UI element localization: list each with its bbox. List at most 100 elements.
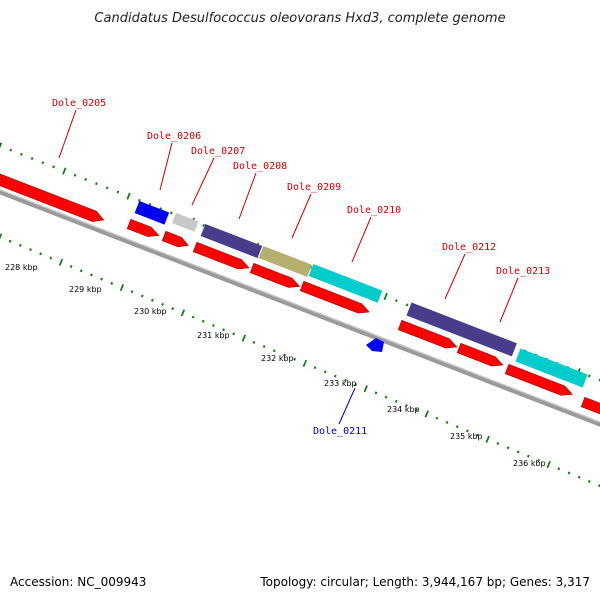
inner-ring-tick (69, 265, 73, 268)
outer-ring-tick (383, 292, 388, 301)
inner-ring-tick (344, 378, 347, 382)
kbp-label: 228 kbp (5, 263, 38, 272)
outer-ring-tick (95, 182, 98, 186)
leader-line-dole-0213 (499, 277, 519, 323)
outer-ring-tick (116, 190, 120, 194)
outer-ring-tick (105, 186, 109, 190)
outer-ring-tick (126, 192, 131, 200)
inner-ring-tick (476, 433, 479, 437)
inner-ring-tick (526, 454, 530, 458)
gene-label-dole-0212[interactable]: Dole_0212 (442, 242, 496, 253)
inner-ring-tick (455, 425, 459, 429)
inner-ring-tick (201, 319, 205, 323)
gene-label-dole-0209[interactable]: Dole_0209 (287, 182, 341, 193)
gene-label-dole-0207[interactable]: Dole_0207 (191, 146, 245, 157)
inner-ring-tick (415, 408, 418, 412)
kbp-label: 235 kbp (450, 432, 483, 441)
cds-arrow-dole-0205 (0, 173, 105, 222)
inner-ring-tick (354, 383, 358, 386)
inner-ring-tick (496, 442, 500, 445)
gene-label-dole-0211[interactable]: Dole_0211 (313, 426, 367, 437)
inner-ring-tick (374, 391, 378, 395)
cds-arrow-dole-0213 (504, 363, 573, 396)
inner-ring-tick (577, 475, 581, 479)
inner-ring-tick (0, 233, 3, 240)
inner-ring-tick (262, 345, 266, 349)
map-title: Candidatus Desulfococcus oleovorans Hxd3… (94, 11, 505, 26)
inner-ring-tick (537, 458, 540, 462)
gene-label-dole-0205[interactable]: Dole_0205 (52, 98, 106, 109)
feature-track (134, 200, 588, 388)
feature-box-dole-0210 (308, 263, 383, 303)
inner-ring-tick (252, 340, 256, 344)
outer-ring-tick (587, 374, 591, 378)
kbp-label: 231 kbp (197, 331, 230, 340)
outer-ring-tick (405, 303, 409, 307)
kbp-label: 236 kbp (513, 459, 546, 468)
inner-ring-tick (557, 467, 561, 471)
gene-label-dole-0210[interactable]: Dole_0210 (347, 205, 401, 216)
feature-box-dole-0207 (172, 212, 199, 232)
inner-ring-tick (191, 315, 195, 319)
outer-ring-tick (20, 152, 23, 156)
inner-ring-tick (211, 324, 215, 327)
outer-ring-tick (41, 161, 45, 165)
inner-ring-tick (119, 283, 125, 292)
gene-label-dole-0213[interactable]: Dole_0213 (496, 266, 550, 277)
inner-ring-tick (58, 258, 64, 266)
kbp-scale-labels: 228 kbp 229 kbp 230 kbp 231 kbp 232 kbp 233 k… (5, 263, 546, 468)
leader-line-dole-0206 (159, 142, 173, 191)
inner-ring-tick (8, 239, 12, 243)
feature-box-dole-0209 (258, 245, 312, 277)
outer-ring-tick (395, 299, 398, 303)
inner-ring-tick (100, 277, 103, 281)
feature-box-dole-0206 (134, 200, 170, 225)
gene-label-dole-0206[interactable]: Dole_0206 (147, 131, 201, 142)
inner-ring-tick (587, 479, 591, 483)
inner-ring-tick (394, 399, 398, 403)
cds-arrow-next (580, 396, 600, 415)
kbp-label: 229 kbp (69, 285, 102, 294)
kbp-label: 233 kbp (324, 379, 357, 388)
outer-ring-tick (137, 198, 141, 202)
gene-label-dole-0208[interactable]: Dole_0208 (233, 161, 287, 172)
inner-ring-tick (363, 385, 368, 393)
outer-ring-tick (62, 167, 67, 175)
genome-backbone (0, 189, 600, 427)
kbp-label: 234 kbp (387, 405, 420, 414)
inner-ring-tick (241, 334, 247, 342)
inner-ring-tick (283, 353, 286, 357)
feature-box-dole-0208 (200, 223, 263, 259)
cds-arrow-dole-0212b (456, 342, 504, 367)
inner-ring-tick (293, 357, 297, 361)
inner-ring-tick (485, 435, 490, 443)
inner-ring-tick (140, 294, 144, 298)
inner-ring-tick (151, 298, 154, 302)
inner-ring-tick (405, 404, 408, 408)
outer-ring-tick (9, 148, 13, 152)
inner-ring-tick (546, 460, 551, 469)
outer-ring-tick (73, 173, 77, 177)
outer-ring-tick (0, 142, 3, 149)
inner-ring-tick (130, 290, 134, 294)
inner-ring-tick (506, 446, 510, 450)
inner-ring-tick (302, 359, 307, 368)
inner-ring-tick (39, 252, 43, 256)
inner-ring-tick (445, 420, 449, 424)
inner-tick-ring (0, 233, 600, 488)
kbp-label: 230 kbp (134, 307, 167, 316)
inner-ring-tick (49, 256, 53, 260)
inner-ring-tick (424, 410, 429, 418)
inner-ring-tick (232, 332, 236, 336)
gene-label-leaders (58, 109, 519, 425)
leader-line-dole-0212 (444, 253, 466, 300)
topology-text: Topology: circular; Length: 3,944,167 bp… (259, 575, 590, 589)
feature-box-dole-0213 (515, 348, 588, 388)
inner-ring-tick (79, 269, 83, 273)
inner-ring-tick (272, 349, 276, 353)
inner-ring-tick (384, 395, 388, 399)
inner-ring-tick (567, 471, 571, 475)
inner-ring-tick (435, 416, 439, 420)
outer-ring-tick (202, 223, 205, 227)
